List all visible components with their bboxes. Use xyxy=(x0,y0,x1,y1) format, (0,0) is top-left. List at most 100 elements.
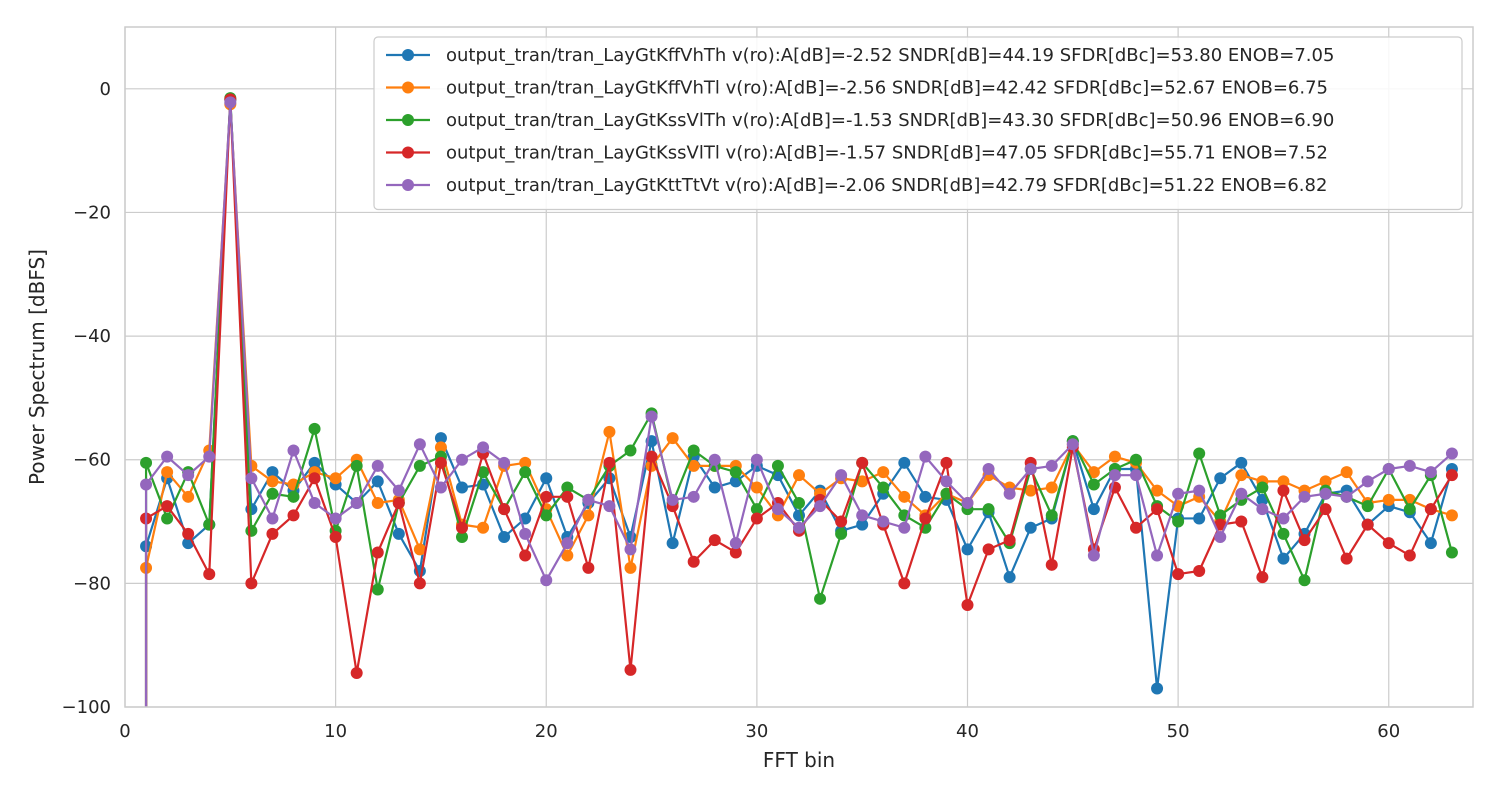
data-point xyxy=(1172,515,1185,528)
data-point xyxy=(687,459,700,472)
data-point xyxy=(287,444,300,457)
data-point xyxy=(1130,453,1142,466)
data-point xyxy=(350,459,363,472)
data-point xyxy=(624,543,637,556)
x-tick-label: 0 xyxy=(119,721,130,742)
data-point xyxy=(392,527,405,540)
data-point xyxy=(519,456,532,469)
data-point xyxy=(477,521,490,534)
data-point xyxy=(1277,527,1290,540)
series-line xyxy=(144,98,1453,707)
data-point xyxy=(329,531,342,543)
data-point xyxy=(1087,466,1100,479)
data-point xyxy=(1256,571,1269,584)
x-tick-labels: 0 10 20 30 40 50 60 xyxy=(119,721,1400,742)
data-point xyxy=(266,475,279,488)
data-point xyxy=(750,481,763,494)
data-point xyxy=(982,503,995,516)
data-point xyxy=(350,497,363,509)
data-point xyxy=(1361,475,1374,488)
data-point xyxy=(1277,552,1290,565)
legend-marker xyxy=(402,179,414,191)
data-point xyxy=(771,459,784,472)
data-point xyxy=(161,500,174,513)
data-point xyxy=(666,432,679,445)
data-point xyxy=(666,493,679,506)
data-point xyxy=(582,493,595,506)
data-point xyxy=(1424,503,1437,516)
data-point xyxy=(961,543,974,556)
data-point xyxy=(708,453,721,466)
data-point xyxy=(456,453,468,466)
data-point xyxy=(519,466,532,479)
data-point xyxy=(603,425,616,438)
data-point xyxy=(1214,531,1227,543)
data-point xyxy=(1003,534,1016,547)
data-point xyxy=(1172,568,1185,581)
data-point xyxy=(1298,490,1311,503)
y-axis-title: Power Spectrum [dBFS] xyxy=(25,249,49,485)
data-point xyxy=(1340,466,1353,479)
data-point xyxy=(1024,484,1037,497)
data-point xyxy=(140,478,153,491)
data-point xyxy=(498,503,511,516)
data-point xyxy=(1214,509,1227,522)
data-point xyxy=(1024,463,1037,475)
data-point xyxy=(498,531,511,543)
data-point xyxy=(540,509,553,522)
data-point xyxy=(877,481,890,494)
legend: output_tran/tran_LayGtKffVhTh v(ro):A[dB… xyxy=(373,36,1463,211)
data-point xyxy=(835,527,848,540)
data-point xyxy=(434,456,447,469)
x-tick-label: 20 xyxy=(535,721,558,742)
legend-label: output_tran/tran_LayGtKssVlTl v(ro):A[dB… xyxy=(446,143,1328,164)
data-point xyxy=(1087,478,1100,491)
data-point xyxy=(687,444,700,457)
data-point xyxy=(1403,459,1416,472)
data-point xyxy=(1151,484,1164,497)
data-point xyxy=(961,599,974,611)
data-point xyxy=(413,577,426,590)
data-point xyxy=(1214,472,1227,485)
data-point xyxy=(835,469,848,482)
legend-box xyxy=(373,36,1463,211)
data-point xyxy=(224,96,237,109)
data-point xyxy=(1108,450,1121,463)
data-point xyxy=(687,490,700,503)
data-point xyxy=(1277,484,1290,497)
data-point xyxy=(1298,574,1311,587)
data-point xyxy=(982,463,995,475)
data-point xyxy=(961,497,974,509)
data-point xyxy=(329,512,342,525)
data-point xyxy=(708,534,721,547)
data-point xyxy=(1403,549,1416,562)
series-line xyxy=(144,101,1453,707)
data-point xyxy=(413,438,426,451)
data-point xyxy=(371,497,384,509)
data-point xyxy=(1193,565,1206,577)
legend-item: output_tran/tran_LayGtKssVlTl v(ro):A[dB… xyxy=(386,143,1328,164)
data-point xyxy=(708,481,721,494)
data-point xyxy=(1382,463,1395,475)
data-point xyxy=(266,466,279,479)
data-point xyxy=(1361,500,1374,513)
data-point xyxy=(1066,438,1079,451)
data-point xyxy=(603,456,616,469)
data-point xyxy=(729,466,742,479)
y-tick-label: 0 xyxy=(100,79,111,100)
data-point xyxy=(940,456,953,469)
data-point xyxy=(371,475,384,488)
data-point xyxy=(856,475,869,488)
data-point xyxy=(245,524,258,537)
data-point xyxy=(1319,503,1332,516)
data-point xyxy=(1193,512,1206,525)
data-point xyxy=(434,481,447,494)
x-tick-label: 50 xyxy=(1167,721,1190,742)
legend-label: output_tran/tran_LayGtKffVhTl v(ro):A[dB… xyxy=(446,78,1328,99)
data-point xyxy=(1214,518,1227,531)
data-point xyxy=(793,521,805,534)
x-tick-label: 60 xyxy=(1377,721,1400,742)
data-point xyxy=(1130,469,1142,482)
data-point xyxy=(645,410,658,423)
